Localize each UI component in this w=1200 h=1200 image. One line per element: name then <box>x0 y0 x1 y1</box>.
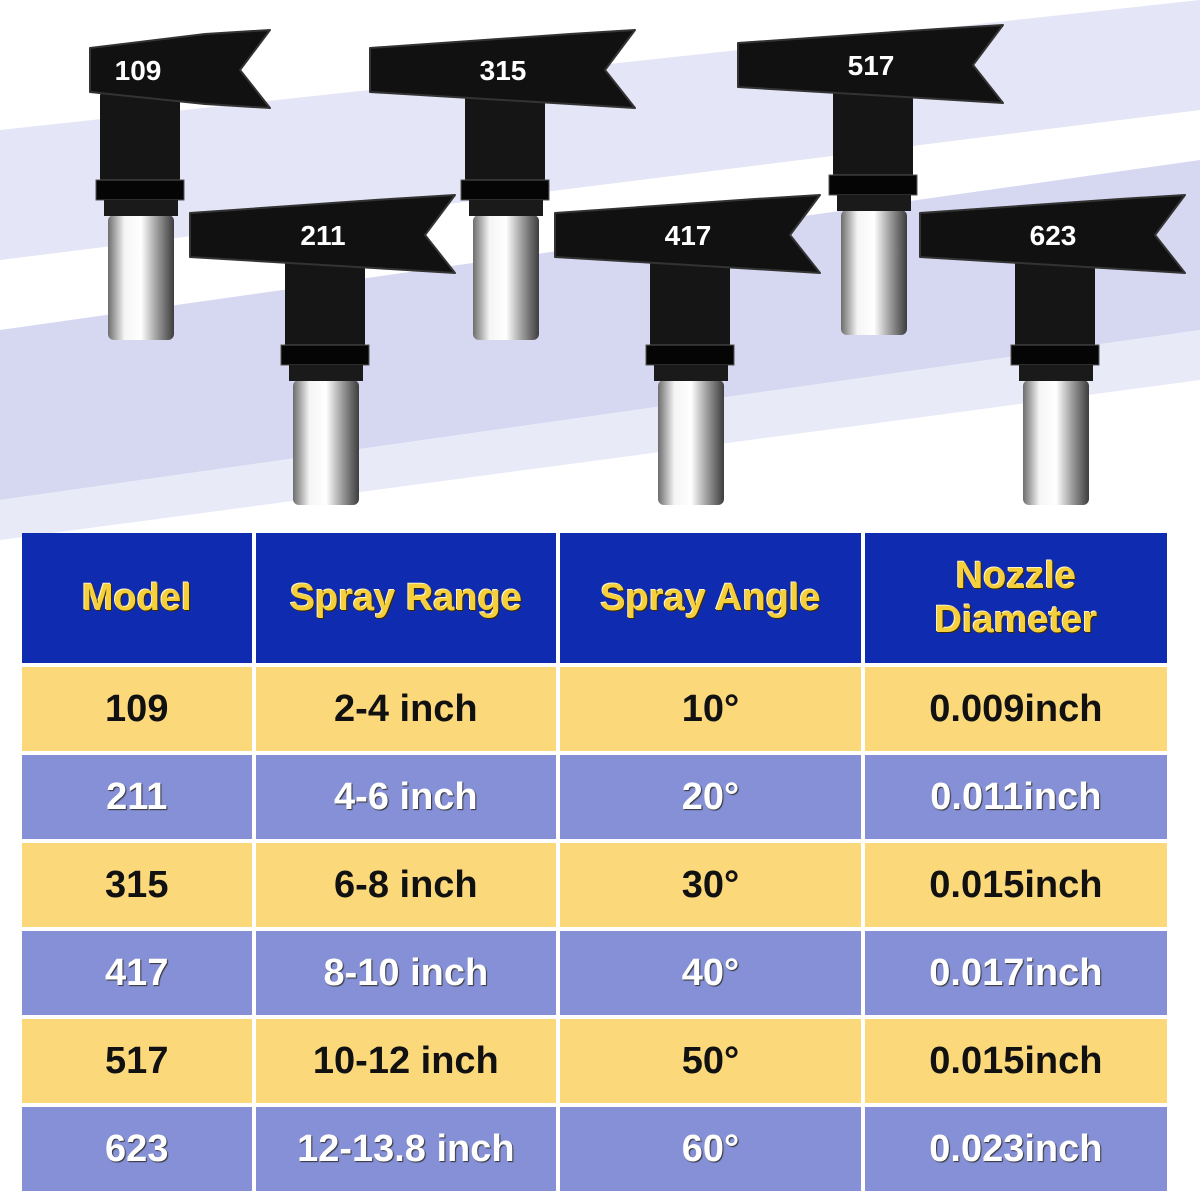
spray-tip-spec-table: Model Spray Range Spray Angle Nozzle Dia… <box>18 529 1171 1195</box>
spray-tip-517: 517 <box>737 24 1004 335</box>
table-row: 517 10-12 inch 50° 0.015inch <box>22 1019 1167 1103</box>
cell-spray-angle: 30° <box>560 843 861 927</box>
spray-tip-label: 517 <box>848 50 895 81</box>
cell-spray-range: 8-10 inch <box>255 931 557 1015</box>
cell-spray-angle: 20° <box>560 755 861 839</box>
cell-model: 517 <box>22 1019 252 1103</box>
cell-spray-range: 12-13.8 inch <box>255 1107 557 1191</box>
header-model: Model <box>22 533 252 663</box>
cell-spray-range: 10-12 inch <box>255 1019 557 1103</box>
cell-spray-range: 6-8 inch <box>255 843 557 927</box>
cell-model: 417 <box>22 931 252 1015</box>
cell-model: 315 <box>22 843 252 927</box>
table-row: 623 12-13.8 inch 60° 0.023inch <box>22 1107 1167 1191</box>
header-spray-range: Spray Range <box>255 533 557 663</box>
table-row: 315 6-8 inch 30° 0.015inch <box>22 843 1167 927</box>
spray-tips-illustration: 109 315 517 211 417 623 <box>89 24 1186 505</box>
spray-tip-label: 315 <box>480 55 527 86</box>
table-row: 109 2-4 inch 10° 0.009inch <box>22 667 1167 751</box>
cell-nozzle-diameter: 0.009inch <box>864 667 1167 751</box>
spray-tip-109: 109 <box>89 29 271 340</box>
spray-tip-label: 211 <box>300 220 345 251</box>
cell-nozzle-diameter: 0.015inch <box>864 1019 1167 1103</box>
table-row: 211 4-6 inch 20° 0.011inch <box>22 755 1167 839</box>
cell-spray-range: 2-4 inch <box>255 667 557 751</box>
cell-nozzle-diameter: 0.011inch <box>864 755 1167 839</box>
cell-spray-angle: 50° <box>560 1019 861 1103</box>
cell-nozzle-diameter: 0.015inch <box>864 843 1167 927</box>
cell-model: 623 <box>22 1107 252 1191</box>
cell-spray-angle: 60° <box>560 1107 861 1191</box>
spray-tip-label: 109 <box>115 55 162 86</box>
cell-spray-angle: 10° <box>560 667 861 751</box>
table-header-row: Model Spray Range Spray Angle Nozzle Dia… <box>22 533 1167 663</box>
cell-model: 211 <box>22 755 252 839</box>
header-nozzle-diameter: Nozzle Diameter <box>864 533 1167 663</box>
header-spray-angle: Spray Angle <box>560 533 861 663</box>
cell-nozzle-diameter: 0.017inch <box>864 931 1167 1015</box>
cell-model: 109 <box>22 667 252 751</box>
spray-tip-label: 417 <box>665 220 712 251</box>
spray-tip-417: 417 <box>554 194 821 505</box>
cell-spray-angle: 40° <box>560 931 861 1015</box>
spray-tip-623: 623 <box>919 194 1186 505</box>
spray-tip-label: 623 <box>1030 220 1077 251</box>
table-row: 417 8-10 inch 40° 0.017inch <box>22 931 1167 1015</box>
spray-tip-211: 211 <box>189 194 456 505</box>
cell-nozzle-diameter: 0.023inch <box>864 1107 1167 1191</box>
cell-spray-range: 4-6 inch <box>255 755 557 839</box>
spray-tip-315: 315 <box>369 29 636 340</box>
